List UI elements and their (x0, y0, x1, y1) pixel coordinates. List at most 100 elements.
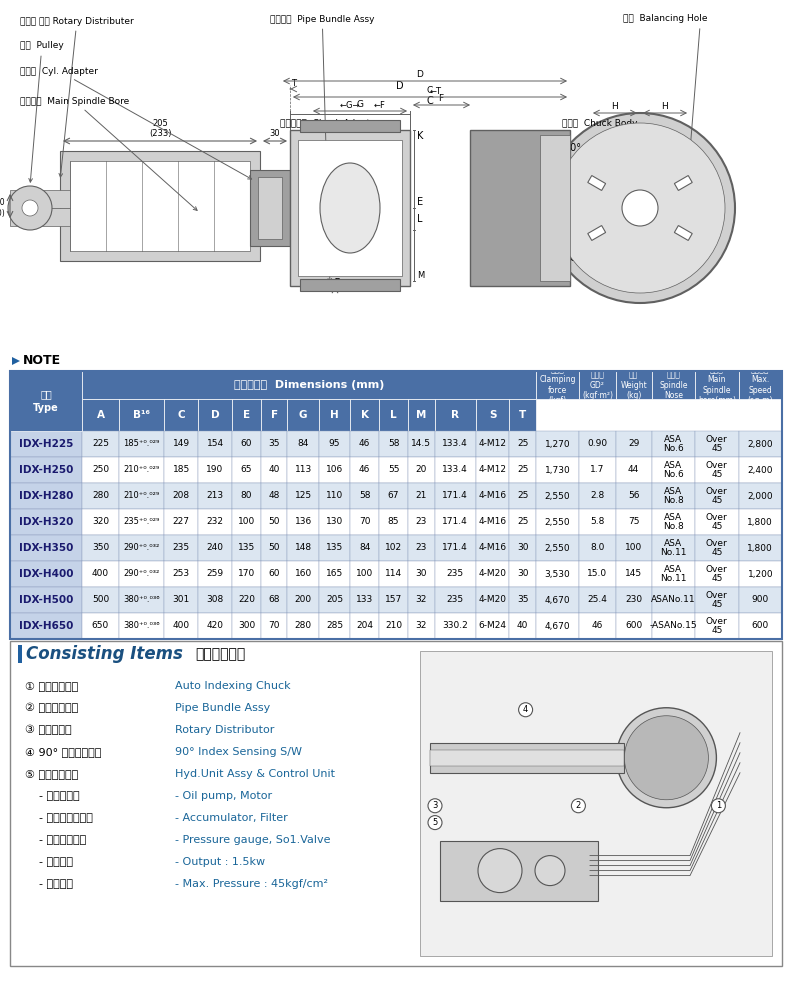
Text: 300: 300 (238, 622, 255, 631)
Text: ASA
No.6: ASA No.6 (663, 461, 683, 480)
Bar (319, 431, 350, 457)
Text: 58: 58 (388, 439, 399, 448)
Bar (580, 535, 615, 561)
Bar (652, 371, 695, 399)
Text: 102: 102 (385, 543, 402, 552)
Text: 29: 29 (628, 439, 639, 448)
Text: ASA
No.11: ASA No.11 (661, 565, 687, 584)
Text: 23: 23 (416, 543, 427, 552)
Text: 135: 135 (326, 543, 343, 552)
Text: D: D (211, 410, 219, 420)
Bar (408, 483, 435, 509)
Text: 35: 35 (517, 595, 528, 604)
Bar (536, 587, 580, 613)
Bar (198, 457, 232, 483)
Text: 227: 227 (173, 518, 190, 527)
Text: 30: 30 (517, 570, 528, 579)
Circle shape (519, 702, 532, 717)
Bar (10, 535, 82, 561)
Text: 208: 208 (173, 491, 190, 500)
Bar (10, 208, 290, 226)
Text: 5: 5 (432, 818, 438, 827)
Bar (10, 587, 82, 613)
Bar (440, 841, 599, 901)
Text: 500: 500 (92, 595, 109, 604)
Text: 280: 280 (92, 491, 109, 500)
Text: 133.4: 133.4 (442, 466, 468, 475)
Bar (695, 535, 739, 561)
Bar (119, 561, 165, 587)
Bar (509, 457, 536, 483)
Text: 65: 65 (241, 466, 252, 475)
Text: 205: 205 (326, 595, 343, 604)
Bar (695, 371, 739, 399)
Text: 290⁺⁰.⁰³²: 290⁺⁰.⁰³² (124, 570, 160, 579)
Bar (580, 509, 615, 535)
Text: L: L (390, 410, 397, 420)
Text: 650: 650 (92, 622, 109, 631)
Text: 110: 110 (326, 491, 343, 500)
Text: 2.8: 2.8 (590, 491, 604, 500)
Bar (261, 399, 287, 431)
Text: 253: 253 (173, 570, 190, 579)
Text: IDX-H320: IDX-H320 (19, 517, 74, 527)
Bar (652, 561, 695, 587)
Circle shape (624, 716, 708, 800)
Text: 30°: 30° (565, 143, 581, 153)
Bar (232, 457, 261, 483)
Bar (379, 561, 408, 587)
Text: 50: 50 (268, 518, 280, 527)
Text: 皮轮  Pulley: 皮轮 Pulley (20, 41, 63, 182)
Bar (536, 431, 580, 457)
Text: 2,000: 2,000 (748, 491, 773, 500)
Bar (82, 431, 119, 457)
Text: 3: 3 (432, 801, 438, 810)
Text: ASA
No.8: ASA No.8 (663, 487, 683, 505)
Circle shape (555, 123, 725, 293)
Text: 44: 44 (628, 466, 639, 475)
Polygon shape (12, 357, 20, 365)
Bar (695, 483, 739, 509)
Bar (470, 130, 570, 286)
Text: Consisting Items: Consisting Items (26, 645, 183, 663)
Bar (435, 431, 476, 457)
Text: Over
45: Over 45 (706, 565, 728, 584)
Text: C: C (177, 410, 185, 420)
Bar (119, 399, 165, 431)
Text: 900: 900 (752, 595, 769, 604)
Text: - 压力表，阀体: - 压力表，阀体 (25, 835, 86, 845)
Bar (379, 613, 408, 639)
Text: 6-M24: 6-M24 (478, 622, 507, 631)
Bar (10, 371, 82, 399)
Bar (198, 535, 232, 561)
Text: IDX-H250: IDX-H250 (19, 465, 74, 475)
Text: 型号: 型号 (40, 380, 52, 390)
Text: ASA
No.6: ASA No.6 (663, 435, 683, 453)
Bar (287, 587, 319, 613)
Text: - 蓄能器，过滤器: - 蓄能器，过滤器 (25, 813, 93, 823)
Bar (739, 371, 782, 399)
Bar (300, 120, 400, 132)
Bar (287, 613, 319, 639)
Bar (287, 535, 319, 561)
Bar (261, 613, 287, 639)
Bar (350, 483, 379, 509)
Bar (435, 457, 476, 483)
Text: 60: 60 (241, 439, 252, 448)
Bar (70, 161, 250, 251)
Text: 4,670: 4,670 (545, 622, 570, 631)
Text: 4-M16: 4-M16 (478, 491, 507, 500)
Bar (232, 535, 261, 561)
Text: 232: 232 (207, 518, 223, 527)
Text: 235⁺⁰.⁰²⁹: 235⁺⁰.⁰²⁹ (124, 518, 160, 527)
Text: 56: 56 (628, 491, 639, 500)
Text: 8.0: 8.0 (590, 543, 604, 552)
Bar (695, 509, 739, 535)
Text: 25: 25 (517, 518, 528, 527)
Text: 190: 190 (207, 466, 223, 475)
Text: 夹紧力
Clamping
force
(kgf): 夹紧力 Clamping force (kgf) (539, 365, 576, 405)
Text: 48: 48 (268, 491, 280, 500)
Bar (198, 613, 232, 639)
Text: ←T: ←T (430, 86, 442, 95)
Bar (198, 483, 232, 509)
